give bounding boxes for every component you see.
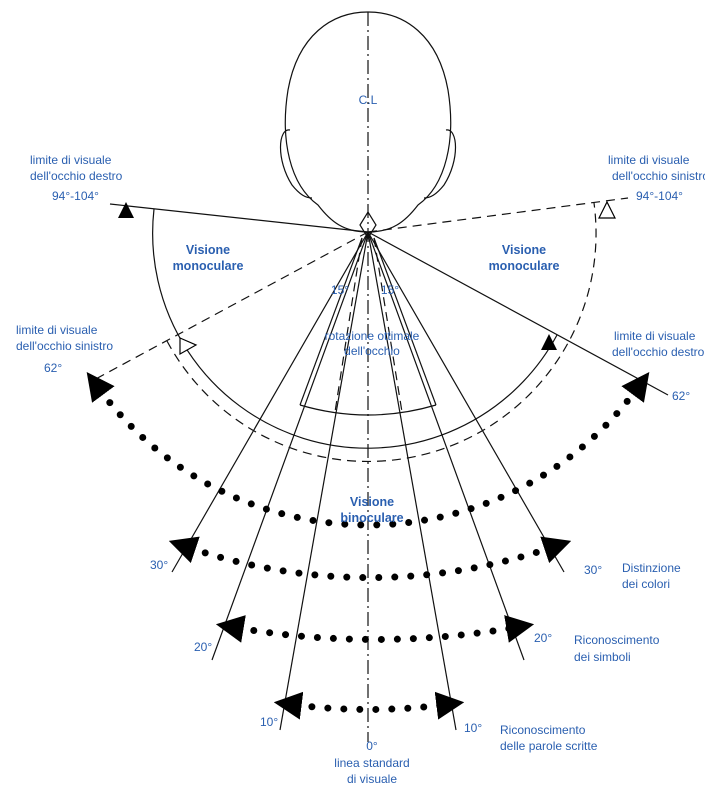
- label: dell'occhio destro: [30, 169, 123, 183]
- center-label: C.L: [359, 93, 378, 107]
- label: dell'occhio destro: [612, 345, 705, 359]
- label: dei simboli: [574, 650, 631, 664]
- zone-title: Visione: [502, 243, 546, 257]
- label: linea standard: [334, 756, 409, 770]
- angle: 94°-104°: [52, 189, 99, 203]
- zone-title: monoculare: [489, 259, 560, 273]
- dotted-arcs: [86, 372, 650, 720]
- label: Distinzione: [622, 561, 681, 575]
- zone-title: binoculare: [340, 511, 403, 525]
- angle: 62°: [44, 361, 62, 375]
- label: rotazione ottimale: [325, 329, 420, 343]
- angle: 30°: [150, 558, 168, 572]
- angle: 30°: [584, 563, 602, 577]
- zone-title: Visione: [350, 495, 394, 509]
- zone-title: Visione: [186, 243, 230, 257]
- label: Riconoscimento: [500, 723, 586, 737]
- label: limite di visuale: [608, 153, 690, 167]
- angle: 94°-104°: [636, 189, 683, 203]
- angle: 15°: [381, 283, 399, 297]
- label: dell'occhio sinistro: [16, 339, 113, 353]
- label: dell'occhio sinistro: [612, 169, 705, 183]
- label: limite di visuale: [614, 329, 696, 343]
- label: limite di visuale: [16, 323, 98, 337]
- label: dei colori: [622, 577, 670, 591]
- label: dell'occhio: [344, 344, 400, 358]
- angle: 0°: [366, 739, 378, 753]
- angle: 62°: [672, 389, 690, 403]
- zone-title: monoculare: [173, 259, 244, 273]
- label: limite di visuale: [30, 153, 112, 167]
- angle: 10°: [464, 721, 482, 735]
- angle: 15°: [331, 283, 349, 297]
- label: Riconoscimento: [574, 633, 660, 647]
- angle: 10°: [260, 715, 278, 729]
- angle: 20°: [534, 631, 552, 645]
- label: di visuale: [347, 772, 397, 786]
- angle: 20°: [194, 640, 212, 654]
- label: delle parole scritte: [500, 739, 598, 753]
- field-arcs: [118, 200, 616, 463]
